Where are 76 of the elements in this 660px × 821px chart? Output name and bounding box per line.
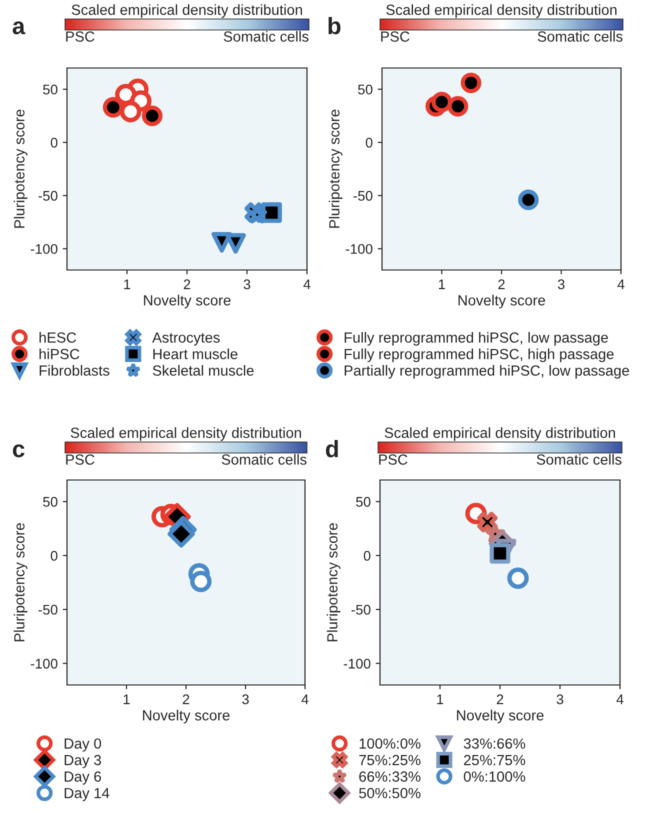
legend-label: 75%:25% xyxy=(359,754,420,766)
x-tick-label: 2 xyxy=(182,694,190,704)
y-tick-label: 0 xyxy=(364,550,370,561)
x-tick-label: 4 xyxy=(617,280,624,290)
x-tick-label: 2 xyxy=(496,694,504,704)
y-tick-label: -50 xyxy=(354,190,372,201)
legend-label: hiPSC xyxy=(40,348,80,360)
legend-label: Skeletal muscle xyxy=(152,365,254,376)
legend-label: Day 14 xyxy=(64,788,110,802)
x-tick-label: 4 xyxy=(301,694,308,704)
legend-label: Day 3 xyxy=(64,754,101,768)
y-tick-label: 50 xyxy=(43,496,58,507)
text: PSC xyxy=(379,454,408,465)
legend-label: 66%:33% xyxy=(359,771,420,782)
text: PSC xyxy=(66,454,94,465)
y-tick-label: 50 xyxy=(358,84,372,94)
legend-label: Partially reprogrammed hiPSC, low passage xyxy=(344,365,630,379)
text: d xyxy=(326,440,338,458)
y-axis-title: Pluripotency score xyxy=(14,523,28,642)
legend-label: 50%:50% xyxy=(359,788,420,798)
y-tick-label: 50 xyxy=(43,84,58,94)
legend-label: Day 6 xyxy=(64,771,101,785)
color-bar-title: Scaled empirical density distribution xyxy=(384,427,615,441)
legend-label: 33%:66% xyxy=(464,738,526,749)
color-bar-title: Scaled empirical density distribution xyxy=(72,4,302,18)
legend-label: Day 0 xyxy=(64,738,102,752)
legend-label: hESC xyxy=(40,332,76,343)
x-tick-label: 3 xyxy=(558,279,564,290)
x-tick-label: 1 xyxy=(124,694,130,704)
legend-label: Fully reprogrammed hiPSC, high passage xyxy=(344,348,614,362)
legend-label: 0%:100% xyxy=(464,771,526,782)
y-tick-label: 0 xyxy=(50,138,58,148)
legend-label: Fully reprogrammed hiPSC, low passage xyxy=(344,332,608,346)
x-tick-label: 2 xyxy=(498,279,505,290)
text: c xyxy=(12,444,24,458)
y-tick-label: -100 xyxy=(30,244,58,254)
x-axis-title: Novelty score xyxy=(143,710,230,724)
x-tick-label: 4 xyxy=(616,694,624,704)
legend-label: Fibroblasts xyxy=(40,365,110,376)
color-bar-title: Scaled empirical density distribution xyxy=(70,427,301,441)
text: Somatic cells xyxy=(536,454,622,465)
text: PSC xyxy=(381,31,410,42)
text: PSC xyxy=(66,31,94,42)
y-tick-label: -100 xyxy=(346,244,372,254)
x-tick-label: 1 xyxy=(124,280,130,290)
y-tick-label: 50 xyxy=(356,496,370,507)
y-axis-title: Pluripotency score xyxy=(326,523,340,642)
y-tick-label: 0 xyxy=(366,138,372,148)
text: Somatic cells xyxy=(222,454,306,465)
legend-label: Astrocytes xyxy=(152,332,220,346)
x-tick-label: 3 xyxy=(556,694,564,704)
y-tick-label: -50 xyxy=(38,190,58,201)
y-tick-label: -50 xyxy=(352,604,370,615)
y-tick-label: -100 xyxy=(344,658,370,669)
x-tick-label: 2 xyxy=(184,279,190,290)
legend-label: 25%:75% xyxy=(464,754,526,766)
text: Somatic cells xyxy=(224,31,308,42)
legend-label: 100%:0% xyxy=(360,738,420,749)
x-tick-label: 1 xyxy=(437,694,444,704)
x-axis-title: Novelty score xyxy=(457,710,544,724)
color-bar-title: Scaled empirical density distribution xyxy=(386,4,616,18)
y-tick-label: -50 xyxy=(38,604,58,615)
y-axis-title: Pluripotency score xyxy=(328,110,342,228)
y-tick-label: 0 xyxy=(50,550,58,561)
x-tick-label: 3 xyxy=(242,694,249,704)
x-axis-title: Novelty score xyxy=(458,294,546,308)
x-tick-label: 3 xyxy=(244,279,250,290)
text: a xyxy=(12,21,26,34)
x-axis-title: Novelty score xyxy=(144,294,231,308)
y-tick-label: -100 xyxy=(30,658,58,669)
y-axis-title: Pluripotency score xyxy=(14,110,28,228)
legend-label: Heart muscle xyxy=(153,348,238,360)
text: Somatic cells xyxy=(538,31,622,42)
x-tick-label: 1 xyxy=(438,280,445,290)
text: b xyxy=(328,17,340,34)
x-tick-label: 4 xyxy=(303,280,310,290)
